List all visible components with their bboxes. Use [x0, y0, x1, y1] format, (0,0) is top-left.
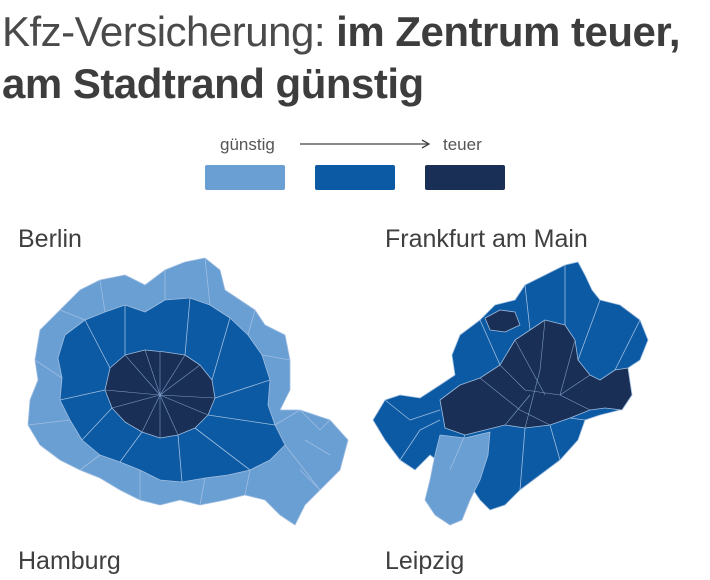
legend-swatch-cheap [205, 165, 285, 190]
berlin-map [27, 257, 349, 526]
city-label-berlin: Berlin [18, 225, 82, 253]
frankfurt-map [372, 261, 649, 526]
title-bold-line2: am Stadtrand günstig [2, 60, 424, 107]
legend-swatch-expensive [425, 165, 505, 190]
title-bold-line1: im Zentrum teuer, [336, 8, 681, 55]
legend-low-label: günstig [220, 135, 275, 154]
legend-swatch-medium [315, 165, 395, 190]
city-label-frankfurt: Frankfurt am Main [385, 225, 588, 253]
city-label-hamburg: Hamburg [18, 547, 121, 575]
title-light: Kfz-Versicherung: [2, 8, 337, 55]
frankfurt-center-districts [439, 319, 633, 436]
frankfurt-cheap-districts [424, 431, 491, 526]
arrow-right-icon [300, 139, 431, 149]
city-label-leipzig: Leipzig [385, 547, 465, 575]
page-title: Kfz-Versicherung: im Zentrum teuer, am S… [2, 6, 681, 110]
legend-high-label: teuer [443, 135, 482, 154]
